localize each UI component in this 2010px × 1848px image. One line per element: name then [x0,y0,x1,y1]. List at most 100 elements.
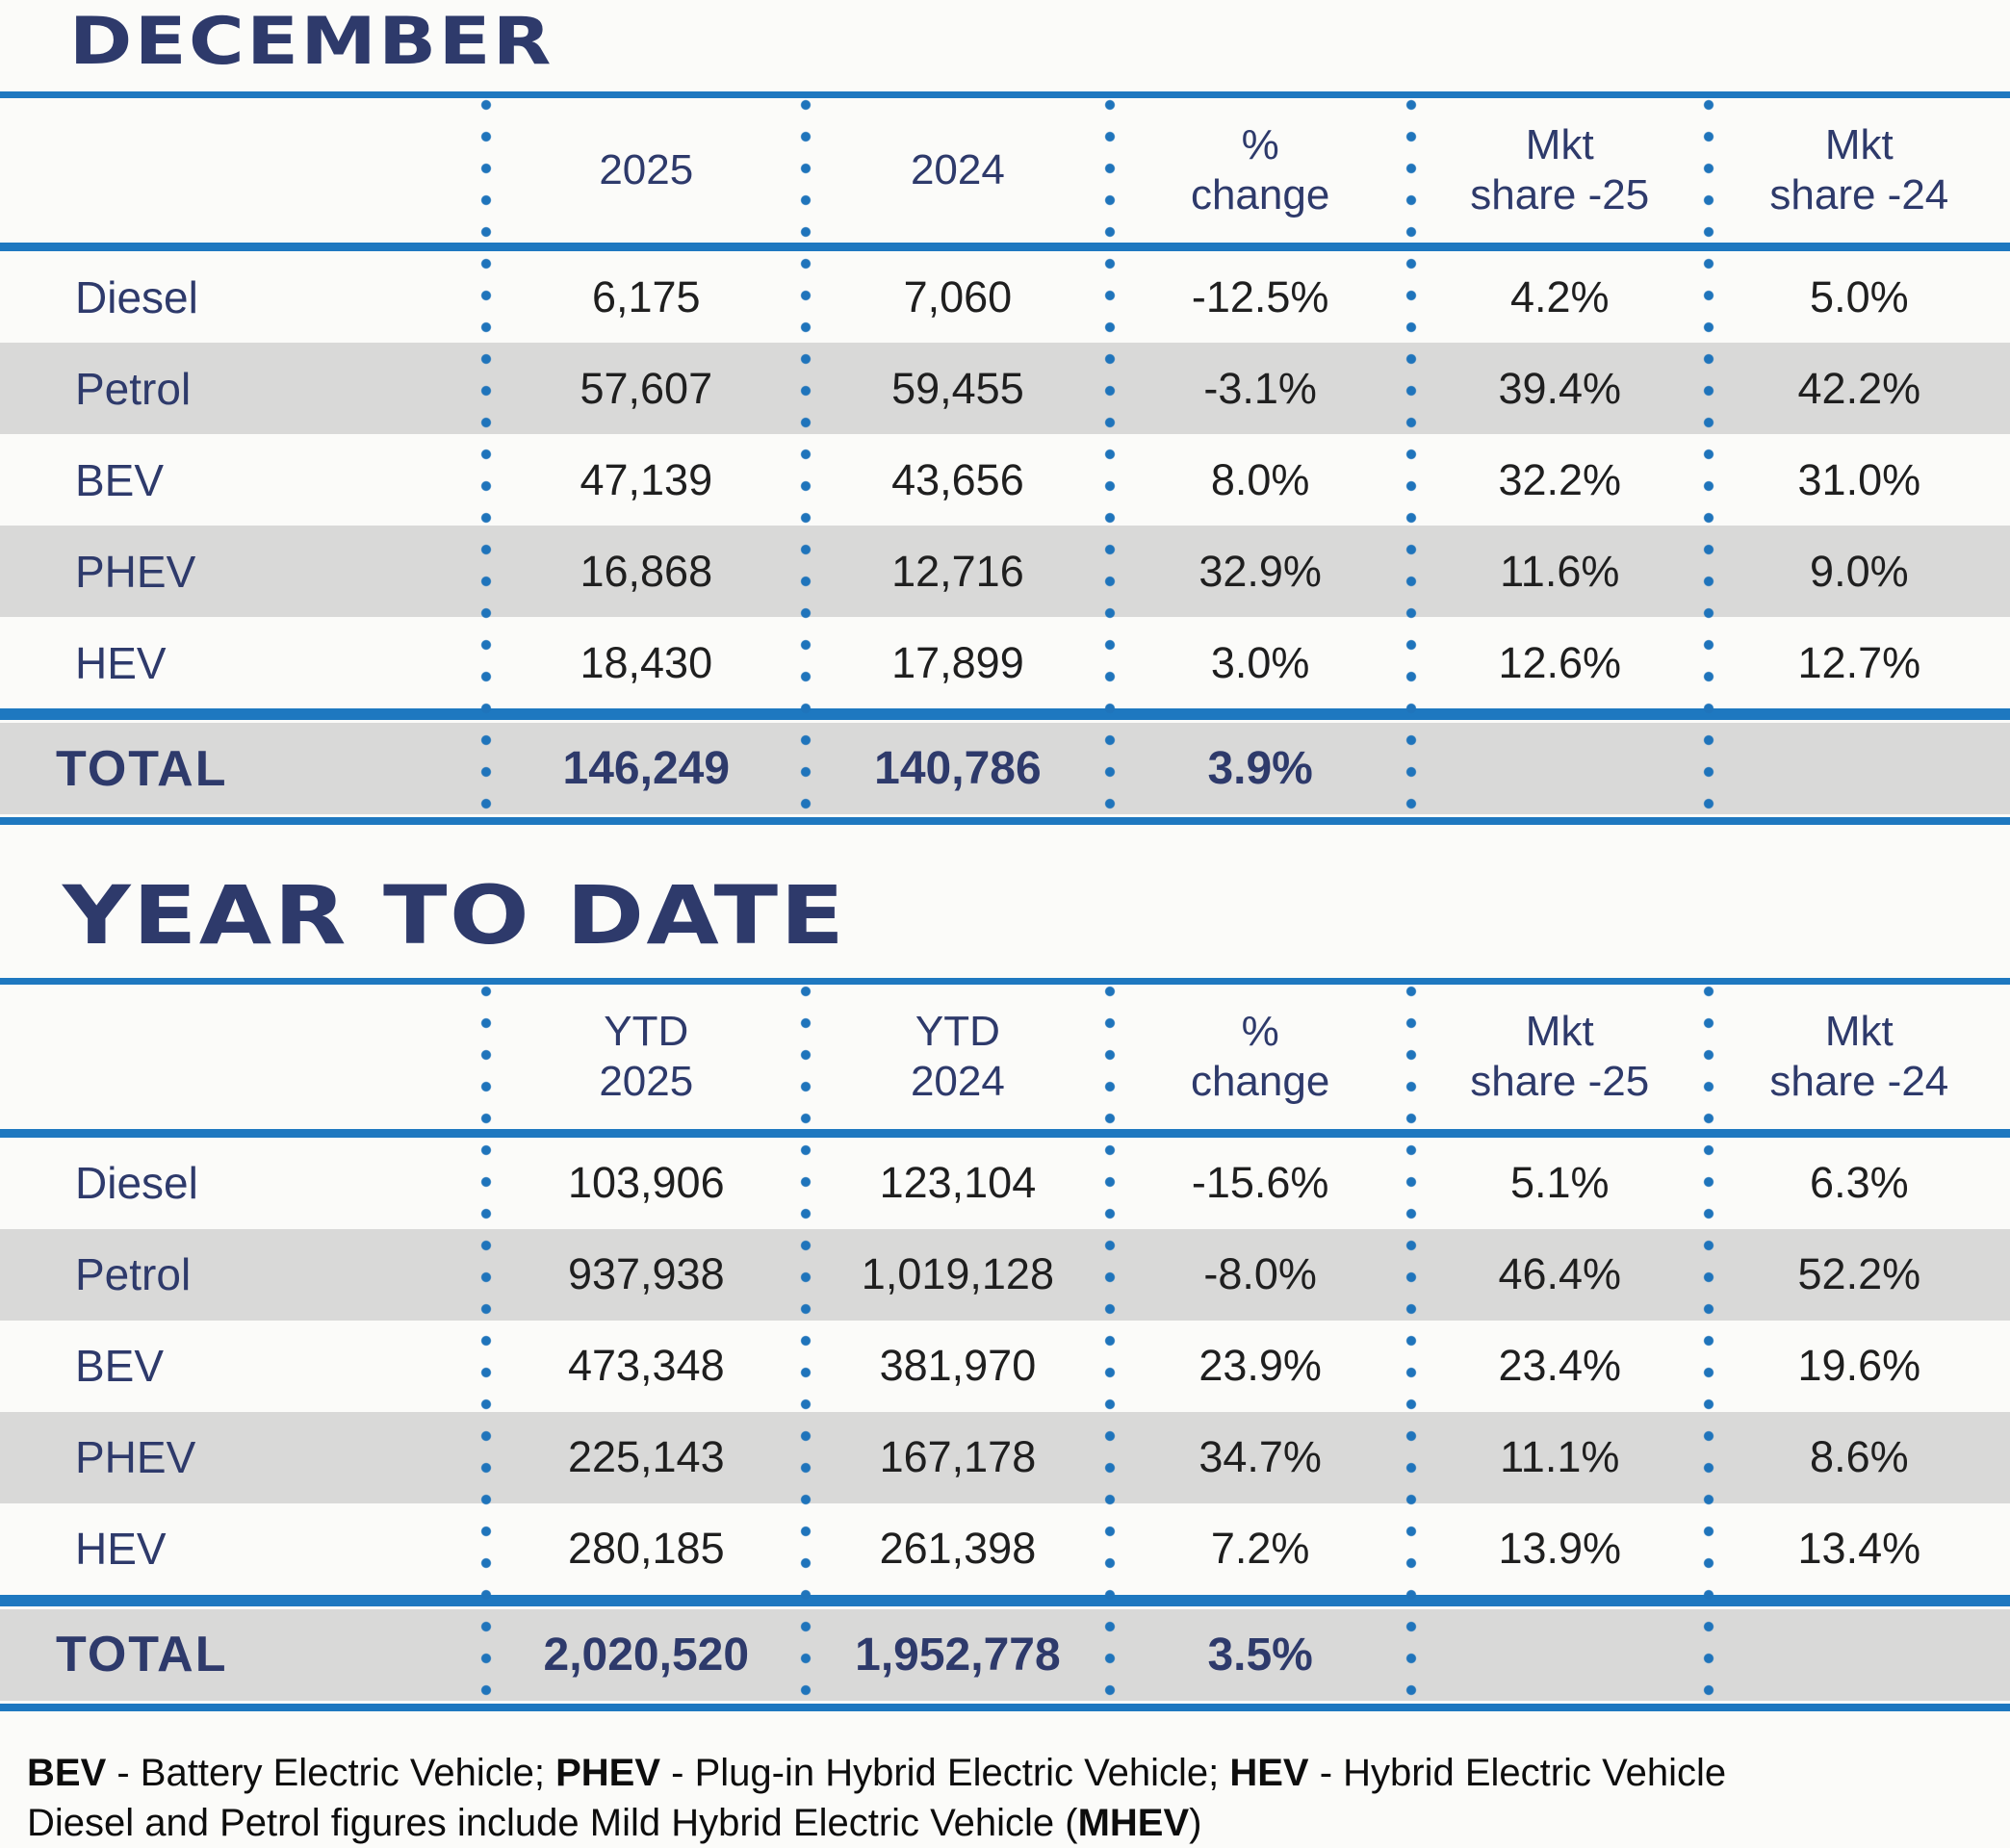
table-row-diesel: Diesel 6,175 7,060 -12.5% 4.2% 5.0% [0,251,2010,343]
value-cell: 12.7% [1797,637,1921,687]
table-row-diesel: Diesel 103,906 123,104 -15.6% 5.1% 6.3% [0,1138,2010,1229]
value-cell: 140,786 [874,743,1042,795]
row-label: TOTAL [56,740,228,797]
abbrev-mhev: MHEV [1077,1801,1190,1844]
value-cell: 9.0% [1810,546,1909,596]
footnote-line-2: Diesel and Petrol figures include Mild H… [27,1801,1202,1844]
value-cell: 23.4% [1498,1341,1622,1391]
december-table: 2025 2024 % change Mkt share -25 Mkt sha… [0,91,2010,826]
table-row-bev: BEV 47,139 43,656 8.0% 32.2% 31.0% [0,434,2010,526]
value-cell: -3.1% [1203,363,1317,413]
value-cell: 146,249 [562,743,731,795]
value-cell: 19.6% [1797,1341,1921,1391]
value-cell: 43,656 [891,454,1024,504]
row-label: PHEV [75,1432,196,1483]
row-label: HEV [75,637,167,688]
value-cell: 11.1% [1500,1432,1620,1482]
row-label: HEV [75,1524,167,1575]
value-cell: 32.9% [1198,546,1322,596]
table-row-phev: PHEV 225,143 167,178 34.7% 11.1% 8.6% [0,1411,2010,1503]
value-cell: 23.9% [1198,1341,1322,1391]
table-row-petrol: Petrol 57,607 59,455 -3.1% 39.4% 42.2% [0,343,2010,435]
rule [0,1128,2010,1138]
row-label: TOTAL [56,1627,228,1683]
value-cell: -8.0% [1203,1249,1317,1299]
column-header-mkt-share-24: Mkt share -24 [1769,1007,1949,1105]
value-cell: 225,143 [567,1432,725,1482]
value-cell: 47,139 [580,454,713,504]
footnote-line-1: BEV - Battery Electric Vehicle; PHEV - P… [27,1751,1727,1794]
total-row: TOTAL 146,249 140,786 3.9% [0,723,2010,815]
rule [0,91,2010,99]
value-cell: 11.6% [1500,546,1620,596]
footnote: BEV - Battery Electric Vehicle; PHEV - P… [0,1711,2010,1848]
value-cell: 6.3% [1810,1158,1909,1208]
value-cell: 937,938 [567,1249,725,1299]
column-header-2025: 2025 [599,146,694,194]
column-header-pct-change: % change [1190,121,1330,219]
table-row-hev: HEV 280,185 261,398 7.2% 13.9% 13.4% [0,1503,2010,1595]
value-cell: -12.5% [1191,271,1329,321]
value-cell: 1,019,128 [861,1249,1054,1299]
rule [0,708,2010,721]
value-cell: 473,348 [567,1341,725,1391]
value-cell: 13.4% [1797,1524,1921,1574]
rule [0,977,2010,985]
row-label: BEV [75,454,165,505]
value-cell: 46.4% [1498,1249,1622,1299]
abbrev-hev: HEV [1229,1751,1309,1794]
value-cell: 12,716 [891,546,1024,596]
rule [0,1703,2010,1711]
value-cell: 3.5% [1207,1629,1313,1681]
value-cell: 31.0% [1797,454,1921,504]
value-cell: 13.9% [1498,1524,1622,1574]
total-row: TOTAL 2,020,520 1,952,778 3.5% [0,1608,2010,1701]
value-cell: 6,175 [591,271,701,321]
value-cell: 381,970 [879,1341,1037,1391]
column-header-ytd-2024: YTD 2024 [910,1007,1005,1105]
year-to-date-table: YTD 2025 YTD 2024 % change Mkt share -25… [0,977,2010,1711]
row-label: Diesel [75,1158,198,1209]
abbrev-bev: BEV [27,1751,107,1794]
column-header-mkt-share-24: Mkt share -24 [1769,121,1949,219]
row-label: Diesel [75,271,198,322]
value-cell: 42.2% [1797,363,1921,413]
table-row-petrol: Petrol 937,938 1,019,128 -8.0% 46.4% 52.… [0,1228,2010,1321]
abbrev-phev: PHEV [555,1751,661,1794]
value-cell: 17,899 [891,637,1024,687]
rule [0,817,2010,826]
value-cell: 4.2% [1509,271,1610,321]
value-cell: 18,430 [580,637,713,687]
value-cell: 7.2% [1210,1524,1310,1574]
value-cell: 8.6% [1810,1432,1909,1482]
rule [0,243,2010,252]
value-cell: 3.9% [1207,743,1313,795]
value-cell: 5.0% [1810,271,1909,321]
row-label: Petrol [75,1249,192,1300]
column-header-mkt-share-25: Mkt share -25 [1470,121,1650,219]
section-title-year-to-date: YEAR TO DATE [62,868,847,963]
row-label: PHEV [75,546,196,597]
column-header-2024: 2024 [910,146,1005,194]
rule [0,1594,2010,1606]
value-cell: 167,178 [879,1432,1037,1482]
table-row-phev: PHEV 16,868 12,716 32.9% 11.6% 9.0% [0,526,2010,618]
value-cell: 5.1% [1509,1158,1610,1208]
row-label: Petrol [75,363,192,414]
column-header-mkt-share-25: Mkt share -25 [1470,1007,1650,1105]
value-cell: 32.2% [1498,454,1622,504]
value-cell: 52.2% [1797,1249,1921,1299]
value-cell: 12.6% [1498,637,1622,687]
table-row-hev: HEV 18,430 17,899 3.0% 12.6% 12.7% [0,617,2010,708]
value-cell: 2,020,520 [543,1629,750,1681]
header-row: YTD 2025 YTD 2024 % change Mkt share -25… [0,985,2010,1129]
section-title-december: DECEMBER [68,4,554,80]
value-cell: 7,060 [903,271,1013,321]
value-cell: 123,104 [879,1158,1037,1208]
value-cell: 1,952,778 [855,1629,1061,1681]
value-cell: 59,455 [891,363,1024,413]
row-label: BEV [75,1341,165,1392]
header-row: 2025 2024 % change Mkt share -25 Mkt sha… [0,98,2010,243]
value-cell: -15.6% [1191,1158,1329,1208]
